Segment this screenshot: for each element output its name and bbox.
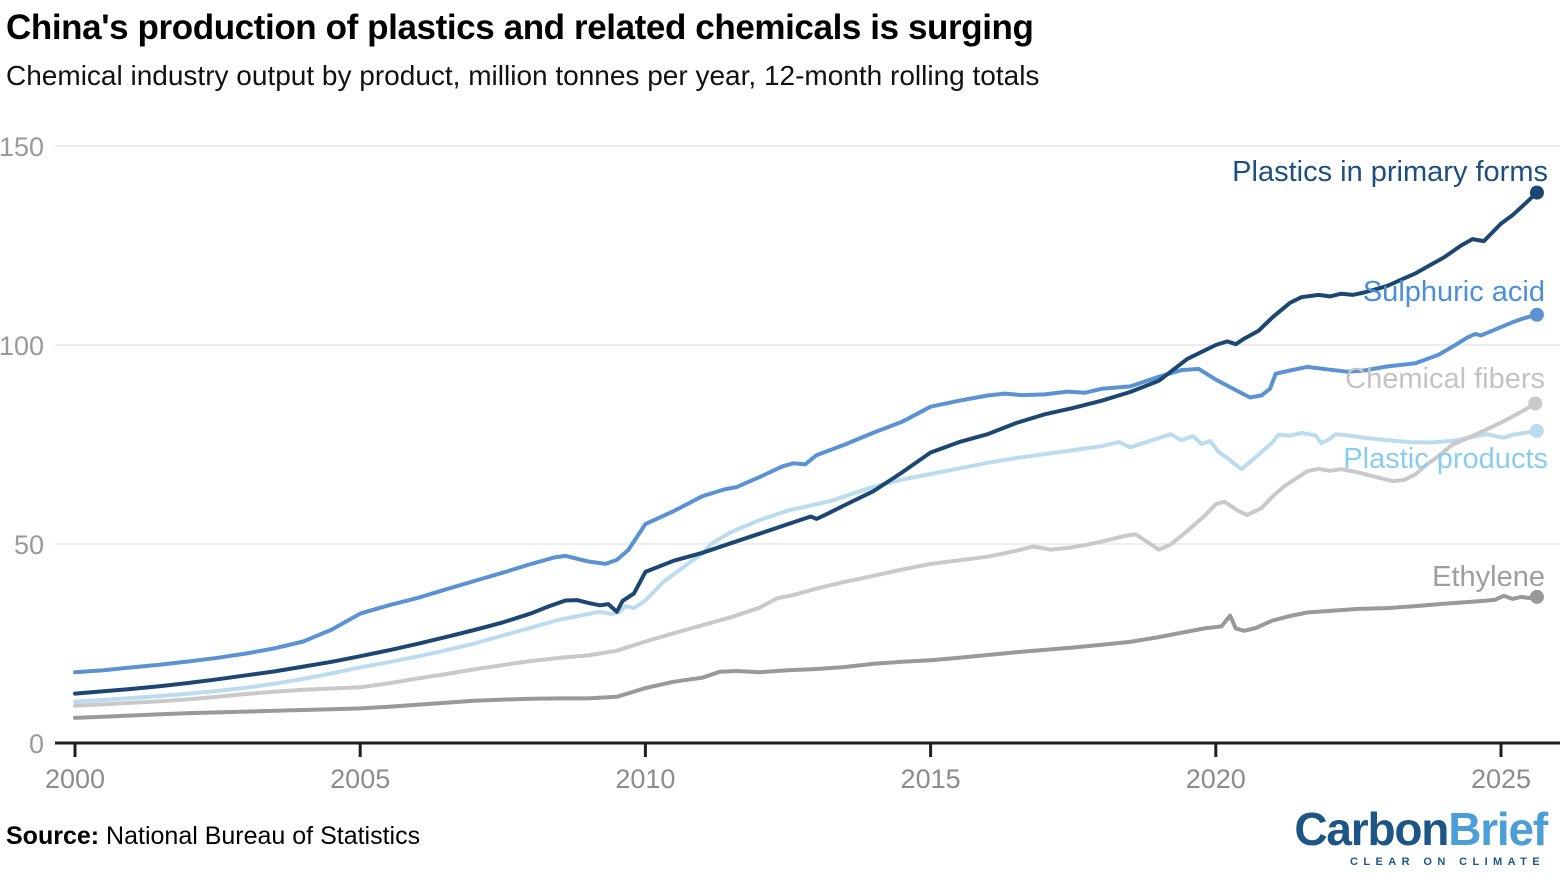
x-tick-label: 2010 (615, 764, 675, 794)
series-endpoint-dot-plastic-products (1529, 423, 1544, 438)
source-text: National Bureau of Statistics (106, 822, 421, 850)
y-tick-label: 150 (0, 132, 44, 162)
x-tick-label: 2015 (901, 764, 961, 794)
carbonbrief-wordmark: CarbonBrief (1294, 803, 1548, 855)
page-title: China's production of plastics and relat… (6, 8, 1034, 47)
series-label-plastic-products: Plastic products (1343, 443, 1548, 475)
y-tick-label: 50 (14, 530, 44, 560)
source-note: Source: National Bureau of Statistics (6, 822, 420, 851)
x-tick-label: 2005 (330, 764, 390, 794)
series-label-ethylene: Ethylene (1432, 561, 1545, 593)
x-tick-label: 2000 (45, 764, 105, 794)
series-label-sulphuric-acid: Sulphuric acid (1363, 276, 1545, 308)
series-label-plastics-in-primary-forms: Plastics in primary forms (1232, 156, 1548, 188)
logo-carbon-text: Carbon (1294, 803, 1449, 855)
logo-tagline: CLEAR ON CLIMATE (1350, 855, 1545, 868)
source-label: Source: (6, 822, 100, 850)
series-line-plastic-products (73, 429, 1539, 704)
series-endpoint-dot-ethylene (1529, 589, 1544, 604)
page-subtitle: Chemical industry output by product, mil… (6, 60, 1040, 91)
logo-brief-text: Brief (1448, 803, 1548, 855)
carbonbrief-logo: CarbonBrief CLEAR ON CLIMATE (1294, 803, 1548, 868)
series-endpoint-dot-plastics-in-primary-forms (1529, 185, 1544, 200)
series-label-chemical-fibers: Chemical fibers (1345, 363, 1545, 395)
y-tick-label: 0 (29, 729, 44, 759)
series-line-plastics-in-primary-forms (73, 190, 1539, 696)
x-tick-label: 2020 (1186, 764, 1246, 794)
series-line-chemical-fibers (73, 401, 1538, 708)
y-tick-label: 100 (0, 331, 44, 361)
series-line-sulphuric-acid (73, 312, 1539, 675)
series-line-ethylene (73, 593, 1539, 720)
series-endpoint-dot-sulphuric-acid (1529, 307, 1544, 322)
x-tick-label: 2025 (1471, 764, 1531, 794)
series-endpoint-dot-chemical-fibers (1528, 396, 1543, 411)
